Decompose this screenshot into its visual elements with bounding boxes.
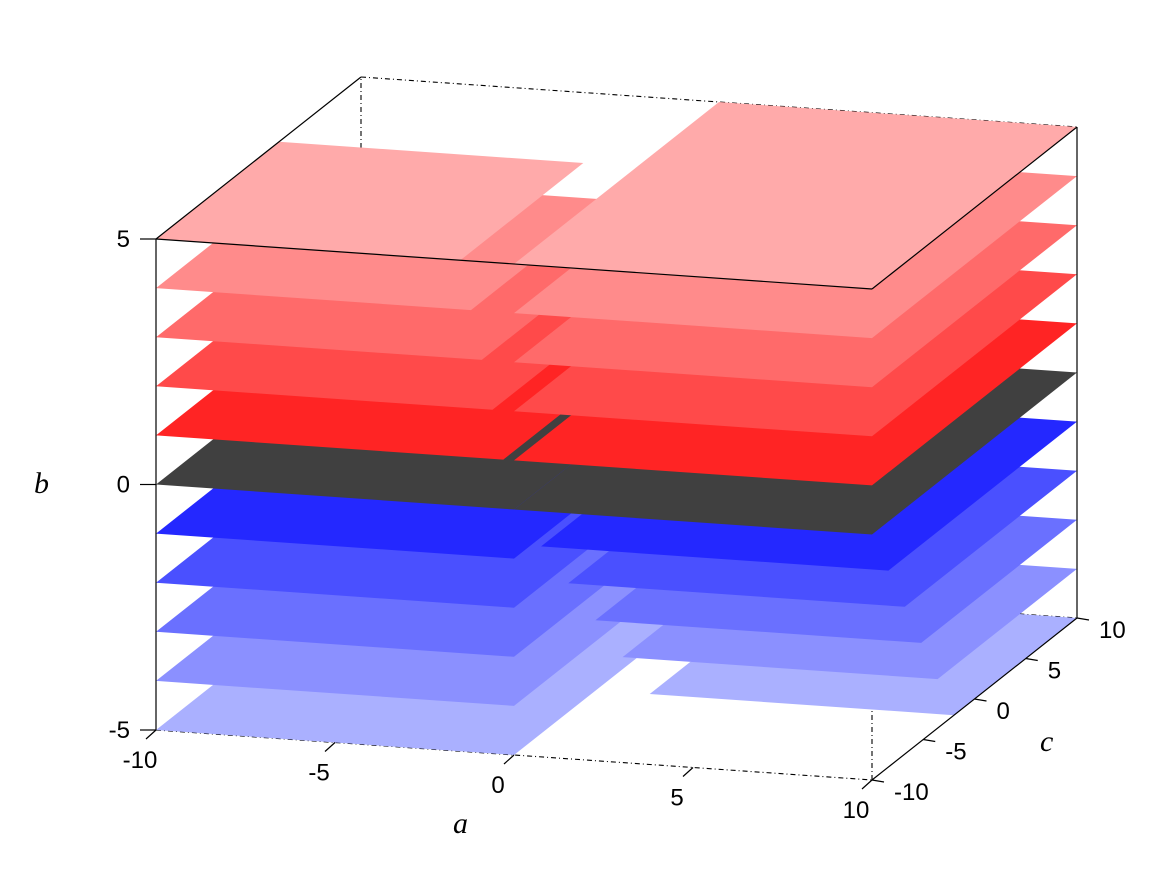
tick-label-b-5: 5: [117, 226, 130, 253]
slice-left-level-5: [156, 141, 584, 261]
tick-c-10: [1076, 617, 1090, 621]
slice-right-level-5: [514, 102, 1077, 289]
tick-a--5: [324, 742, 336, 752]
tick-a-5: [682, 767, 694, 777]
tick-a-10: [861, 779, 873, 790]
tick-label-c--10: -10: [894, 779, 929, 806]
tick-c--10: [871, 779, 885, 783]
tick-label-c-5: 5: [1048, 658, 1061, 685]
tick-a-0: [503, 754, 515, 765]
edge-top-left-depth: [155, 76, 362, 240]
tick-label-a--10: -10: [123, 747, 158, 774]
tick-c-0: [974, 698, 987, 702]
axis-label-b: b: [34, 467, 49, 500]
tick-label-b-0: 0: [117, 472, 130, 499]
tick-label-a-0: 0: [491, 772, 504, 799]
tick-label-c-10: 10: [1099, 617, 1126, 644]
tick-label-a-10: 10: [843, 797, 870, 824]
tick-label-b--5: -5: [109, 717, 130, 744]
slice-planes: [156, 102, 1077, 755]
axis-label-a: a: [453, 807, 468, 840]
tick-label-c-0: 0: [997, 698, 1010, 725]
edge-front-top: [155, 238, 873, 290]
tick-c--5: [923, 738, 936, 743]
tick-label-a-5: 5: [670, 785, 683, 812]
tick-label-c--5: -5: [945, 739, 966, 766]
axis-label-c: c: [1040, 725, 1053, 758]
tick-c-5: [1025, 657, 1038, 662]
tick-a--10: [145, 729, 157, 740]
axis-ticks: -10 -5 0 5 10 -10 -5 0 5 10 -5 0 5: [109, 226, 1126, 824]
tick-label-a--5: -5: [308, 760, 329, 787]
edge-top-right-depth: [871, 126, 1078, 290]
